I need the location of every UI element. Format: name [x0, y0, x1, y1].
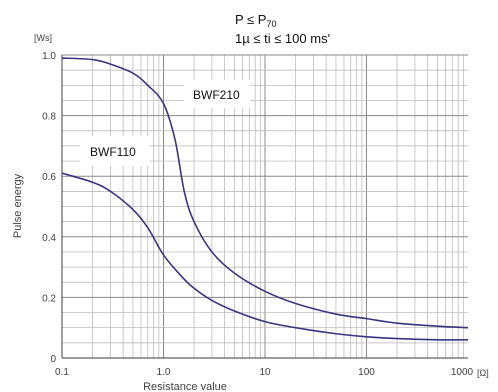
x-tick-label: 10: [259, 367, 271, 378]
series-label-box: [80, 136, 150, 166]
series-line-bwf110: [61, 172, 469, 341]
y-axis-title: Pulse energy: [12, 173, 24, 238]
y-tick-label: 0.2: [42, 293, 56, 304]
tick-labels: 0.1 1.0 10 100 1000 0 0.2 0.4 0.6 0.8 1.0: [42, 51, 473, 378]
series-label-bwf110: BWF110: [90, 145, 136, 159]
condition-header: P ≤ P70 1µ ≤ ti ≤ 100 ms': [235, 12, 330, 46]
grid: [61, 54, 468, 359]
x-tick-label: 1000: [451, 367, 474, 378]
series-line-bwf210: [61, 57, 469, 329]
y-tick-label: 0.6: [42, 172, 56, 183]
plot-frame: [61, 55, 468, 359]
x-tick-label: 0.1: [55, 367, 69, 378]
y-tick-label: 1.0: [42, 51, 56, 62]
series-label-box: [184, 80, 250, 108]
condition-power: P ≤ P70: [235, 12, 276, 29]
x-axis-unit: [Ω]: [477, 368, 489, 378]
y-tick-label: 0.8: [42, 112, 56, 123]
x-axis-title: Resistance value: [143, 381, 227, 392]
y-tick-label: 0: [50, 354, 56, 365]
x-tick-label: 1.0: [157, 367, 171, 378]
y-axis-unit: [Ws]: [34, 33, 52, 43]
y-tick-label: 0.4: [42, 233, 56, 244]
series-label-boxes: BWF210 BWF110: [80, 80, 250, 166]
x-tick-label: 100: [358, 367, 375, 378]
series-label-bwf210: BWF210: [193, 88, 240, 102]
condition-pulse-time: 1µ ≤ ti ≤ 100 ms': [235, 31, 330, 46]
series-group: [61, 57, 469, 341]
